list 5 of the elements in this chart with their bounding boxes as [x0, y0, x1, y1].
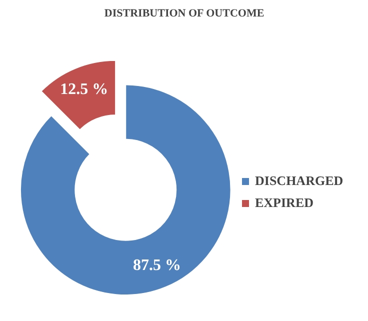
- data-label: 87.5 %: [133, 257, 182, 274]
- data-label: 12.5 %: [60, 81, 108, 98]
- legend-label: EXPIRED: [255, 195, 314, 211]
- chart-title: DISTRIBUTION OF OUTCOME: [104, 8, 264, 20]
- legend-label: DISCHARGED: [255, 173, 344, 189]
